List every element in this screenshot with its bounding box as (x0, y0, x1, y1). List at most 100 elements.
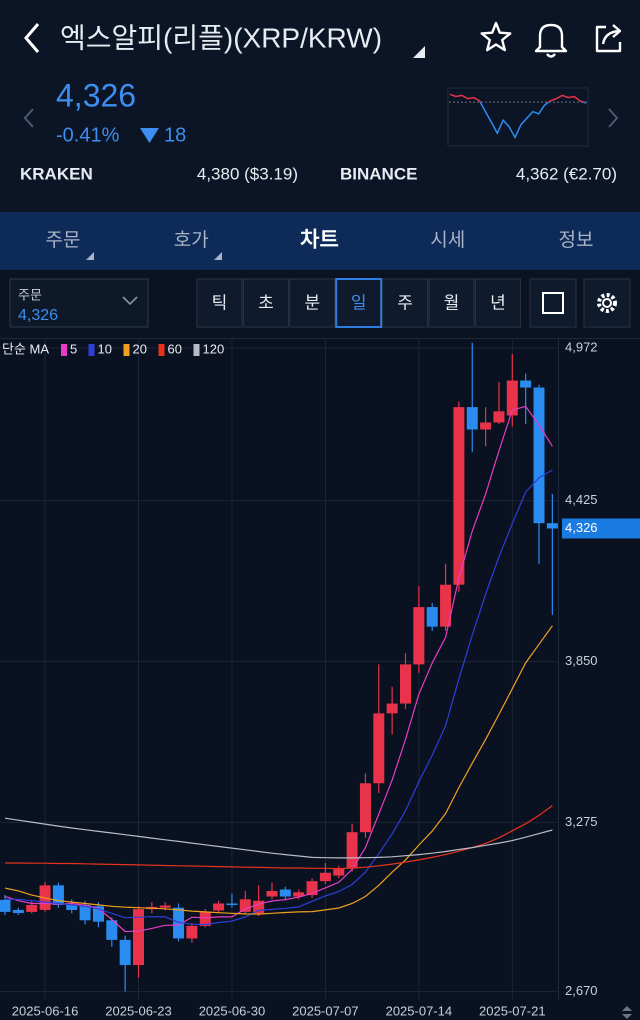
x-tick-label: 2025-06-16 (12, 1003, 79, 1018)
down-arrow (140, 128, 159, 143)
change: 18 (164, 124, 186, 146)
tab[interactable]: 정보 (559, 229, 594, 251)
period-label: 주 (397, 293, 413, 312)
candle-body (306, 881, 318, 896)
candle-body (26, 904, 38, 912)
period-button[interactable] (428, 278, 475, 328)
candle-body (520, 380, 532, 388)
period-button[interactable] (242, 278, 289, 328)
scroll-icon (622, 1014, 632, 1019)
candle-body (119, 939, 131, 966)
candle-body (12, 909, 24, 914)
candle-body (92, 906, 104, 922)
tab[interactable]: 호가 (174, 229, 209, 251)
period-label: 초 (258, 293, 274, 312)
candle-body (480, 422, 492, 430)
candle-body (493, 411, 505, 423)
candle-body (453, 407, 465, 585)
exchange-price: 4,380 ($3.19) (197, 164, 298, 183)
favorite-button[interactable] (480, 21, 512, 52)
candle-body (386, 703, 398, 714)
ma-line (5, 805, 553, 870)
candle-body (359, 783, 371, 833)
y-tick-label: 4,972 (565, 339, 598, 354)
order-selector[interactable] (9, 278, 149, 328)
candle-body (333, 868, 345, 876)
candle-body (79, 904, 91, 921)
mini-line-up (449, 93, 586, 103)
tab-bar (0, 212, 640, 270)
candle-chart: 4,972 4,425 3,850 3,275 2,670 2025-06-16 2025-… (0, 339, 640, 1018)
x-tick-label: 2025-07-07 (292, 1003, 359, 1018)
price: 4,326 (56, 77, 136, 113)
candle-body (253, 900, 265, 914)
tab[interactable]: 시세 (430, 229, 465, 251)
legend-label: 120 (203, 341, 225, 356)
square-icon (542, 292, 564, 314)
candle-body (293, 892, 305, 897)
period-button[interactable] (335, 278, 383, 328)
period-label: 월 (444, 293, 460, 312)
mini-chart-frame (447, 87, 589, 147)
back-button[interactable] (24, 23, 40, 53)
next-button[interactable] (608, 108, 619, 128)
tab[interactable]: 차트 (300, 229, 339, 252)
last-price-tag (562, 518, 640, 539)
settings-button[interactable] (583, 278, 631, 328)
period-button[interactable] (196, 278, 243, 328)
y-tick-label: 4,425 (565, 492, 598, 507)
order-selector-value: 4,326 (18, 307, 58, 324)
x-tick-label: 2025-07-14 (386, 1003, 453, 1018)
candle-body (279, 889, 291, 897)
legend-swatch (61, 344, 67, 356)
period-label: 틱 (212, 293, 228, 312)
candle-body (133, 909, 144, 966)
legend-swatch (158, 344, 165, 356)
order-selector-label: 주문 (18, 287, 42, 302)
draw-button[interactable] (529, 278, 577, 328)
period-label: 일 (351, 293, 367, 312)
candle-body (506, 380, 518, 416)
candle-body (373, 713, 385, 784)
period-button[interactable] (289, 278, 336, 328)
candle-body (0, 899, 11, 912)
legend-swatch (193, 344, 200, 356)
y-tick-label: 3,850 (565, 653, 598, 668)
mini-line-down (479, 102, 587, 140)
ma-line (5, 469, 553, 926)
candle-body (319, 872, 331, 882)
candle-body (426, 607, 438, 627)
tab-dropdown (214, 252, 222, 260)
period-button[interactable] (474, 278, 521, 328)
candle-body (213, 903, 225, 911)
alarm-button[interactable] (534, 23, 568, 58)
scroll-icon[interactable] (622, 1006, 632, 1011)
legend-title: 단순 MA (2, 341, 49, 356)
candle-body (440, 584, 452, 627)
candle-body (199, 911, 211, 926)
ma-line (4, 625, 553, 915)
period-label: 분 (304, 293, 320, 312)
share-button[interactable] (595, 24, 622, 53)
period-button[interactable] (382, 278, 429, 328)
last-price-label: 4,326 (565, 520, 598, 535)
gear-hole (602, 298, 612, 308)
tab[interactable]: 주문 (46, 230, 81, 251)
candle-body (239, 899, 251, 912)
y-tick-label: 3,275 (565, 814, 598, 829)
candle-body (466, 407, 478, 430)
exchange-price: 4,362 (€2.70) (516, 164, 617, 183)
candle-body (173, 907, 185, 939)
legend-label: 10 (98, 341, 112, 356)
candle-body (226, 903, 238, 906)
tab-dropdown (86, 252, 94, 260)
period-label: 년 (490, 293, 506, 312)
candle-body (533, 387, 545, 524)
title-dropdown[interactable] (413, 46, 425, 58)
chevron (122, 296, 138, 306)
exchange-name: KRAKEN (20, 164, 93, 183)
prev-button[interactable] (23, 108, 34, 128)
mini-chart (449, 93, 587, 140)
